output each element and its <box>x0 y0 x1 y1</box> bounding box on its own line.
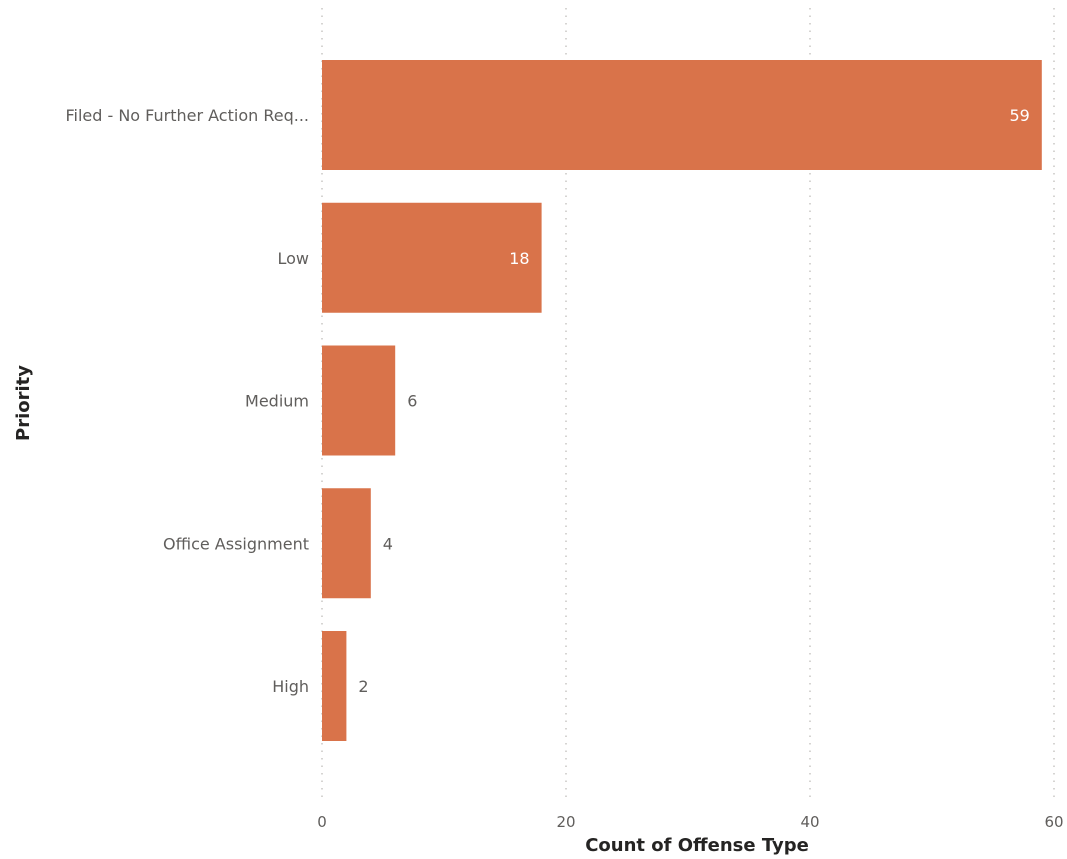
x-axis-title: Count of Offense Type <box>585 835 809 856</box>
category-label: Filed - No Further Action Req... <box>65 106 309 125</box>
x-tick-label: 20 <box>556 813 575 831</box>
x-tick-label: 60 <box>1044 813 1063 831</box>
category-label: Office Assignment <box>163 534 309 553</box>
data-label: 4 <box>383 534 393 553</box>
x-tick-labels: 0 20 40 60 <box>317 813 1063 831</box>
bar <box>322 345 396 456</box>
x-tick-label: 40 <box>800 813 819 831</box>
data-label: 59 <box>1009 106 1029 125</box>
data-label: 2 <box>358 677 368 696</box>
bar <box>322 202 542 313</box>
bars <box>322 60 1042 741</box>
category-label: High <box>272 677 309 696</box>
data-label: 6 <box>407 392 417 411</box>
y-axis-title: Priority <box>13 365 34 441</box>
category-label: Medium <box>245 392 309 411</box>
category-label: Low <box>277 249 309 268</box>
x-tick-label: 0 <box>317 813 327 831</box>
bar <box>322 60 1042 170</box>
bar <box>322 488 371 599</box>
data-label: 18 <box>509 249 529 268</box>
bar <box>322 631 347 741</box>
category-labels: Filed - No Further Action Req... Low Mediu… <box>65 106 309 696</box>
data-labels: 59 18 6 4 2 <box>358 106 1029 696</box>
